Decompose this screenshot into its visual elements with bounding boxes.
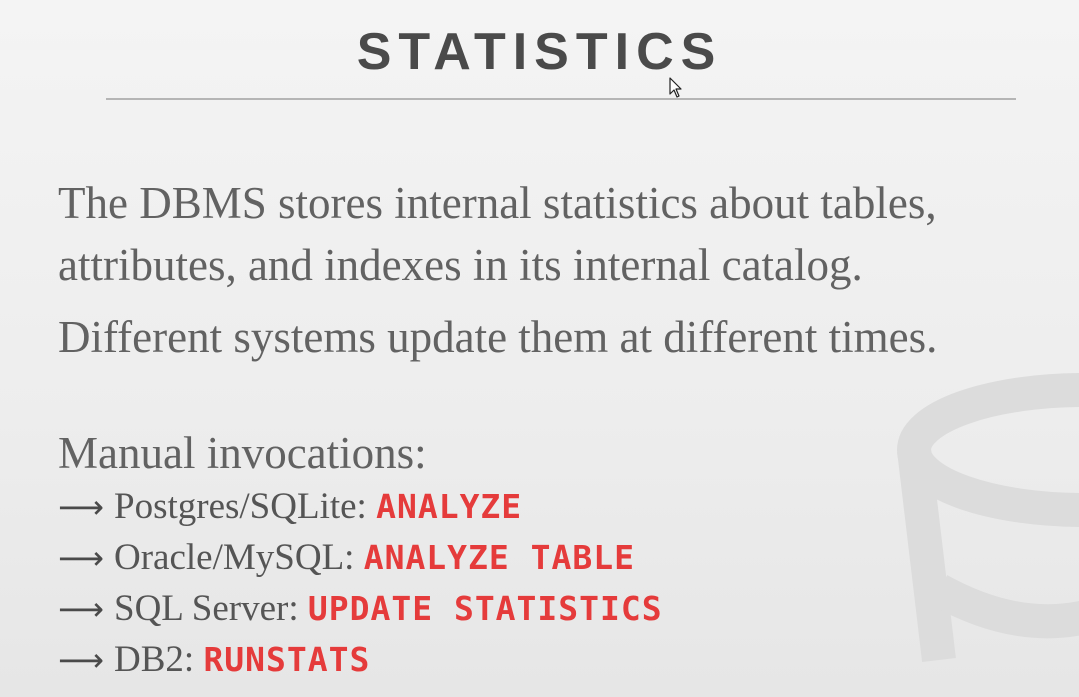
invocation-list: ⟶ Postgres/SQLite: ANALYZE ⟶ Oracle/MySQL:… <box>58 484 663 688</box>
slide-title: STATISTICS <box>356 23 723 81</box>
list-item: ⟶ Oracle/MySQL: ANALYZE TABLE <box>58 535 663 586</box>
system-name: Postgres/SQLite: <box>114 486 367 527</box>
database-watermark-icon <box>897 373 1079 663</box>
arrow-right-icon: ⟶ <box>58 539 104 577</box>
command-text: ANALYZE TABLE <box>363 538 635 577</box>
system-name: DB2: <box>114 639 195 680</box>
list-heading: Manual invocations: <box>58 428 427 478</box>
command-text: ANALYZE <box>376 487 523 526</box>
mouse-pointer-icon <box>669 77 682 98</box>
paragraph-line-2: attributes, and indexes in its internal … <box>58 240 863 290</box>
paragraph-line-1: The DBMS stores internal statistics abou… <box>58 178 937 228</box>
title-divider <box>106 98 1016 100</box>
system-name: SQL Server: <box>114 588 299 629</box>
command-text: UPDATE STATISTICS <box>307 589 663 628</box>
paragraph-update-times: Different systems update them at differe… <box>58 312 938 362</box>
list-item: ⟶ Postgres/SQLite: ANALYZE <box>58 484 663 535</box>
arrow-right-icon: ⟶ <box>58 590 104 628</box>
command-text: RUNSTATS <box>203 640 371 679</box>
paragraph-catalog: The DBMS stores internal statistics abou… <box>58 172 1058 296</box>
list-item: ⟶ SQL Server: UPDATE STATISTICS <box>58 586 663 637</box>
arrow-right-icon: ⟶ <box>58 488 104 526</box>
arrow-right-icon: ⟶ <box>58 641 104 679</box>
list-item: ⟶ DB2: RUNSTATS <box>58 637 663 688</box>
system-name: Oracle/MySQL: <box>114 537 355 578</box>
